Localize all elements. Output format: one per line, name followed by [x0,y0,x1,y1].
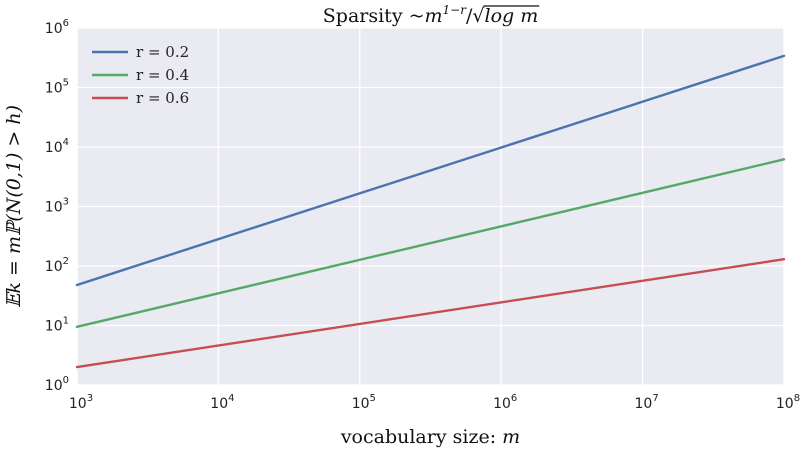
y-tick-label: 100 [45,375,69,394]
y-tick-label: 104 [45,137,69,156]
chart-title: Sparsity ~m1−r/√log m [323,3,538,27]
x-tick-label: 108 [776,393,800,412]
x-axis-ticks: 103 104 105 106 107 108 [69,393,800,412]
y-tick-label: 105 [45,78,69,97]
x-tick-label: 104 [210,393,234,412]
x-tick-label: 106 [493,393,517,412]
series-line-3 [75,258,786,369]
legend-label-3: r = 0.6 [136,89,189,107]
series-line-1 [75,54,786,287]
y-tick-label: 106 [45,18,69,37]
y-tick-label: 103 [45,197,69,216]
x-tick-label: 107 [634,393,658,412]
y-axis-ticks: 100 101 102 103 104 105 106 [45,18,69,394]
x-tick-label: 105 [352,393,376,412]
legend-label-1: r = 0.2 [136,43,189,61]
series-line-2 [75,158,786,329]
y-axis-label: 𝔼k = mℙ(N(0,1) > h) [3,105,25,308]
legend-label-2: r = 0.4 [136,66,189,84]
x-axis-label: vocabulary size: m [340,426,520,448]
series-lines [75,54,786,369]
x-tick-label: 103 [69,393,93,412]
legend: r = 0.2 r = 0.4 r = 0.6 [92,43,189,107]
y-tick-label: 102 [45,256,69,275]
y-tick-label: 101 [45,316,69,335]
grid-lines [76,27,785,386]
